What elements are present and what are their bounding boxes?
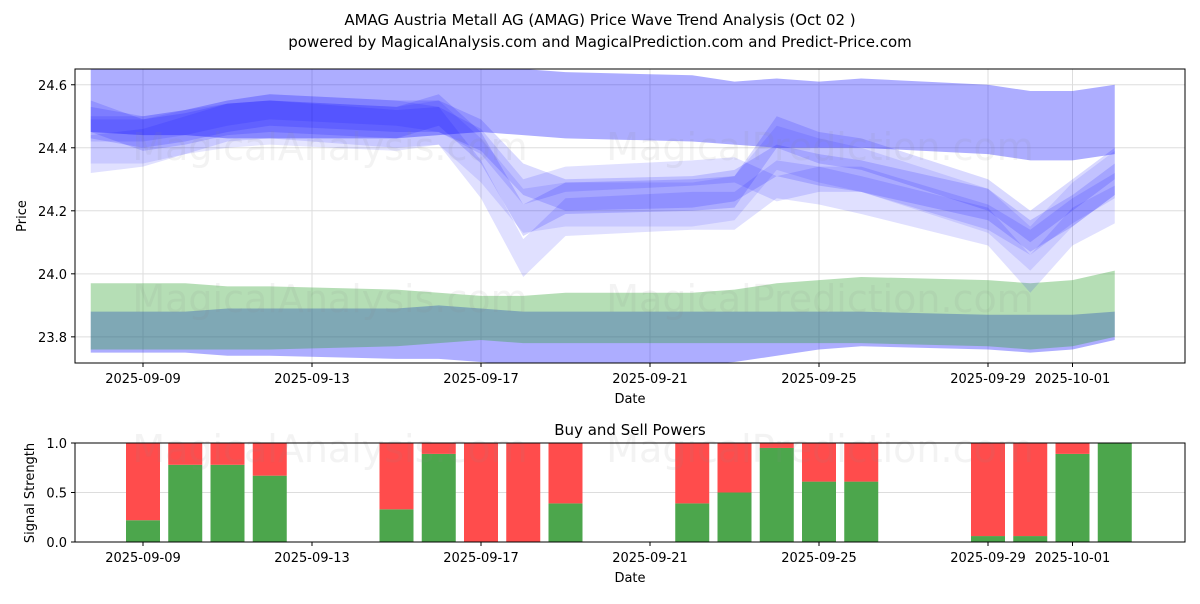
watermark: MagicalPrediction.com — [606, 427, 1034, 471]
band-lower-range — [90, 305, 1115, 363]
sell-bar — [1055, 443, 1090, 454]
x-tick-label: 2025-09-09 — [105, 372, 181, 387]
sell-bar — [421, 443, 456, 454]
band-upper-range — [90, 69, 1115, 161]
y-tick-label: 0.0 — [46, 536, 67, 551]
x-tick-label: 2025-09-17 — [443, 551, 519, 566]
sell-bar — [506, 443, 541, 542]
x-tick-label: 2025-09-25 — [781, 372, 857, 387]
buy-bar — [379, 509, 414, 542]
x-tick-label: 2025-09-25 — [781, 551, 857, 566]
bands — [90, 69, 1115, 363]
buy-bar — [675, 503, 710, 542]
band-wave-3 — [90, 100, 1115, 293]
buy-bar — [252, 475, 287, 542]
bottom-ylabel: Signal Strength — [23, 443, 38, 543]
x-tick-label: 2025-09-29 — [950, 372, 1026, 387]
watermark: MagicalAnalysis.com — [132, 277, 527, 321]
top-ylabel: Price — [15, 200, 30, 232]
y-tick-label: 1.0 — [46, 437, 67, 452]
sell-bar — [844, 443, 879, 482]
band-wave-5 — [90, 100, 1115, 271]
signal-plot: 0.0 0.5 1.0 2025-09-09 2025-09-13 2025-09-17 2… — [46, 427, 1186, 566]
sell-bar — [210, 443, 245, 465]
buy-bar — [802, 481, 836, 542]
plot-frame — [74, 442, 1186, 543]
buy-bar — [210, 464, 245, 542]
sell-bar — [548, 443, 583, 504]
sell-bar — [759, 443, 794, 448]
buy-bar — [1013, 536, 1048, 542]
watermark: MagicalAnalysis.com — [132, 125, 527, 169]
buy-bar — [421, 453, 456, 542]
buy-bar — [548, 503, 583, 542]
bottom-xlabel: Date — [614, 571, 645, 586]
band-wave-1 — [90, 94, 1115, 252]
y-tick-label: 24.6 — [38, 79, 67, 94]
x-tick-label: 2025-09-13 — [274, 551, 350, 566]
plot-frame — [74, 68, 1186, 364]
chart-subtitle: powered by MagicalAnalysis.com and Magic… — [288, 33, 912, 51]
x-tick-label: 2025-09-13 — [274, 372, 350, 387]
sell-bar — [379, 443, 414, 510]
y-tick-label: 23.8 — [38, 331, 67, 346]
buy-bar — [168, 464, 203, 542]
buy-bar — [717, 492, 752, 542]
watermark: MagicalPrediction.com — [606, 277, 1034, 321]
x-tick-label: 2025-09-21 — [612, 372, 688, 387]
price-plot: 23.8 24.0 24.2 24.4 24.6 2025-09-09 2025-09-13… — [38, 68, 1186, 387]
buy-bar — [1097, 443, 1132, 542]
sell-bar — [126, 443, 160, 521]
buy-bar — [759, 447, 794, 542]
band-wave-4 — [90, 94, 1115, 255]
buy-bar — [971, 536, 1005, 542]
x-tick-label: 2025-09-09 — [105, 551, 181, 566]
sell-bar — [1013, 443, 1048, 537]
band-wave-2 — [90, 94, 1115, 243]
sell-bar — [717, 443, 752, 493]
y-tick-label: 24.4 — [38, 142, 67, 157]
sell-bar — [802, 443, 836, 482]
watermark: MagicalPrediction.com — [606, 125, 1034, 169]
sell-bar — [252, 443, 287, 476]
buy-bar — [126, 520, 160, 542]
sell-bar — [168, 443, 203, 465]
watermark: MagicalAnalysis.com — [132, 427, 527, 471]
x-tick-label: 2025-10-01 — [1035, 551, 1111, 566]
chart-title: AMAG Austria Metall AG (AMAG) Price Wave… — [344, 11, 855, 29]
sell-bar — [464, 443, 498, 542]
y-tick-label: 24.0 — [38, 268, 67, 283]
buy-bar — [844, 481, 879, 542]
band-support-range — [90, 270, 1115, 350]
x-tick-label: 2025-09-21 — [612, 551, 688, 566]
y-tick-label: 0.5 — [46, 487, 67, 502]
x-tick-label: 2025-09-17 — [443, 372, 519, 387]
buy-bar — [1055, 453, 1090, 542]
top-xlabel: Date — [614, 392, 645, 407]
sell-bar — [971, 443, 1005, 537]
x-tick-label: 2025-10-01 — [1035, 372, 1111, 387]
bottom-title: Buy and Sell Powers — [554, 421, 706, 439]
sell-bar — [675, 443, 710, 504]
x-tick-label: 2025-09-29 — [950, 551, 1026, 566]
y-tick-label: 24.2 — [38, 205, 67, 220]
